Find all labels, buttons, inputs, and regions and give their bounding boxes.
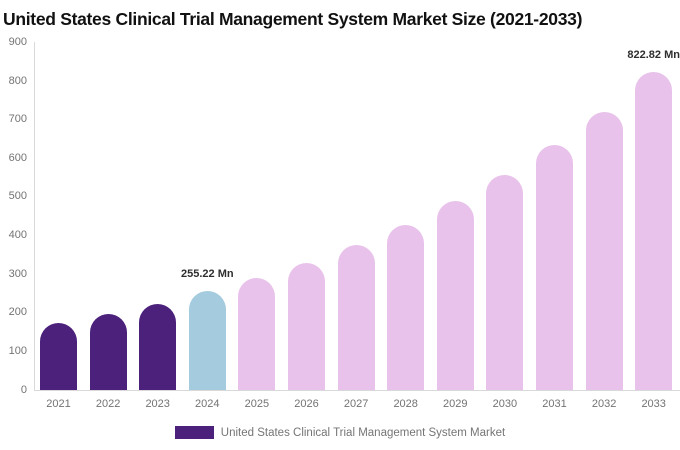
y-tick-700: 700 — [8, 113, 27, 126]
x-tick-2029: 2029 — [443, 398, 468, 410]
x-tick-2026: 2026 — [294, 398, 319, 410]
bar-2029[interactable] — [436, 201, 474, 390]
bar-2022[interactable] — [89, 313, 127, 390]
x-tick-2022: 2022 — [95, 398, 121, 410]
bar-2033[interactable] — [635, 72, 673, 390]
bar-2030[interactable] — [486, 174, 524, 390]
y-tick-300: 300 — [8, 267, 27, 280]
x-tick-2032: 2032 — [591, 398, 617, 410]
chart-title: United States Clinical Trial Management … — [3, 9, 583, 29]
data-label-2024: 255.22 Mn — [181, 268, 234, 281]
bar-2032[interactable] — [585, 112, 623, 390]
bar-2027[interactable] — [337, 244, 375, 390]
x-axis-line — [34, 390, 680, 391]
bar-2031[interactable] — [536, 145, 573, 390]
bar-2021[interactable] — [40, 323, 77, 390]
legend-swatch — [174, 426, 214, 439]
bar-2025[interactable] — [238, 278, 276, 390]
y-tick-0: 0 — [20, 383, 27, 396]
y-tick-800: 800 — [8, 74, 27, 87]
x-tick-2031: 2031 — [542, 398, 567, 410]
y-axis-line — [34, 42, 35, 390]
data-label-2033: 822.82 Mn — [627, 49, 680, 62]
x-tick-2024: 2024 — [195, 398, 220, 410]
y-tick-200: 200 — [8, 306, 27, 319]
x-tick-2021: 2021 — [46, 398, 71, 410]
y-tick-900: 900 — [8, 36, 27, 48]
legend-label: United States Clinical Trial Management … — [220, 426, 506, 439]
y-tick-600: 600 — [8, 151, 27, 164]
bar-2023[interactable] — [139, 303, 177, 390]
y-tick-400: 400 — [8, 229, 27, 242]
x-tick-2023: 2023 — [145, 398, 170, 410]
bar-2026[interactable] — [288, 262, 325, 390]
y-tick-500: 500 — [8, 190, 27, 203]
x-tick-2030: 2030 — [492, 398, 518, 410]
bar-2028[interactable] — [387, 224, 425, 390]
x-tick-2033: 2033 — [641, 398, 666, 410]
x-tick-2025: 2025 — [244, 398, 270, 410]
x-tick-2028: 2028 — [393, 398, 418, 410]
x-tick-2027: 2027 — [343, 398, 369, 410]
legend[interactable]: United States Clinical Trial Management … — [0, 426, 680, 439]
bar-2024[interactable] — [188, 291, 226, 390]
y-tick-100: 100 — [8, 344, 27, 357]
